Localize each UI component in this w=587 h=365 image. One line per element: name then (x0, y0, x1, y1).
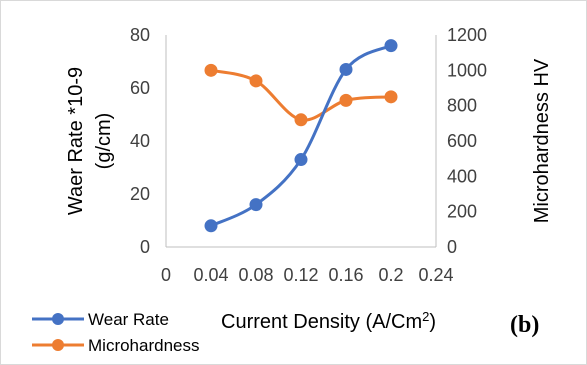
x-axis-title-superscript: 2 (422, 309, 429, 324)
y-tick-label: 80 (130, 25, 150, 45)
data-point-wear-rate (339, 62, 353, 76)
y2-tick-label: 200 (447, 202, 477, 222)
y2-tick-label: 800 (447, 96, 477, 116)
data-point-microhardness (204, 63, 218, 77)
y-tick-label: 0 (140, 237, 150, 257)
y-axis-title-line1: Waer Rate *10-9 (65, 67, 87, 215)
data-point-microhardness (249, 74, 263, 88)
x-tick-label: 0.04 (193, 265, 228, 285)
x-tick-label: 0.16 (328, 265, 363, 285)
x-tick-label: 0.12 (283, 265, 318, 285)
x-tick-label: 0.24 (418, 265, 453, 285)
y-tick-label: 40 (130, 131, 150, 151)
x-axis-title: Current Density (A/Cm2) (221, 309, 436, 333)
legend-item-wear-rate: Wear Rate (32, 310, 169, 329)
right-y-tick-labels: 0 200 400 600 800 1000 1200 (447, 25, 487, 257)
y-axis-title-line2: (g/cm) (93, 113, 115, 170)
data-point-wear-rate (249, 198, 263, 212)
y2-axis-title: Microhardness HV (531, 58, 553, 223)
data-point-wear-rate (294, 153, 308, 167)
x-tick-label: 0.2 (378, 265, 403, 285)
data-point-wear-rate (204, 219, 218, 233)
left-y-tick-labels: 0 20 40 60 80 (130, 25, 150, 257)
x-axis-title-main: Current Density (A/Cm (221, 311, 422, 333)
y2-tick-label: 400 (447, 166, 477, 186)
axes (165, 35, 437, 248)
data-point-microhardness (384, 90, 398, 104)
y-tick-label: 20 (130, 184, 150, 204)
x-tick-labels: 0 0.04 0.08 0.12 0.16 0.2 0.24 (161, 265, 454, 285)
series (204, 39, 398, 233)
x-axis-title-close: ) (429, 311, 436, 333)
legend-swatch-marker (52, 339, 64, 351)
legend-label-microhardness: Microhardness (88, 336, 200, 355)
data-point-microhardness (294, 113, 308, 127)
y2-tick-label: 1000 (447, 60, 487, 80)
y2-tick-label: 600 (447, 131, 477, 151)
y-tick-label: 60 (130, 78, 150, 98)
legend-swatch-marker (52, 313, 64, 325)
x-tick-label: 0.08 (238, 265, 273, 285)
legend: Wear Rate Microhardness (32, 310, 200, 355)
y2-tick-label: 0 (447, 237, 457, 257)
data-point-microhardness (339, 93, 353, 107)
legend-item-microhardness: Microhardness (32, 336, 200, 355)
data-point-wear-rate (384, 39, 398, 53)
y2-tick-label: 1200 (447, 25, 487, 45)
x-tick-label: 0 (161, 265, 171, 285)
panel-label: (b) (510, 312, 539, 338)
legend-label-wear-rate: Wear Rate (88, 310, 169, 329)
